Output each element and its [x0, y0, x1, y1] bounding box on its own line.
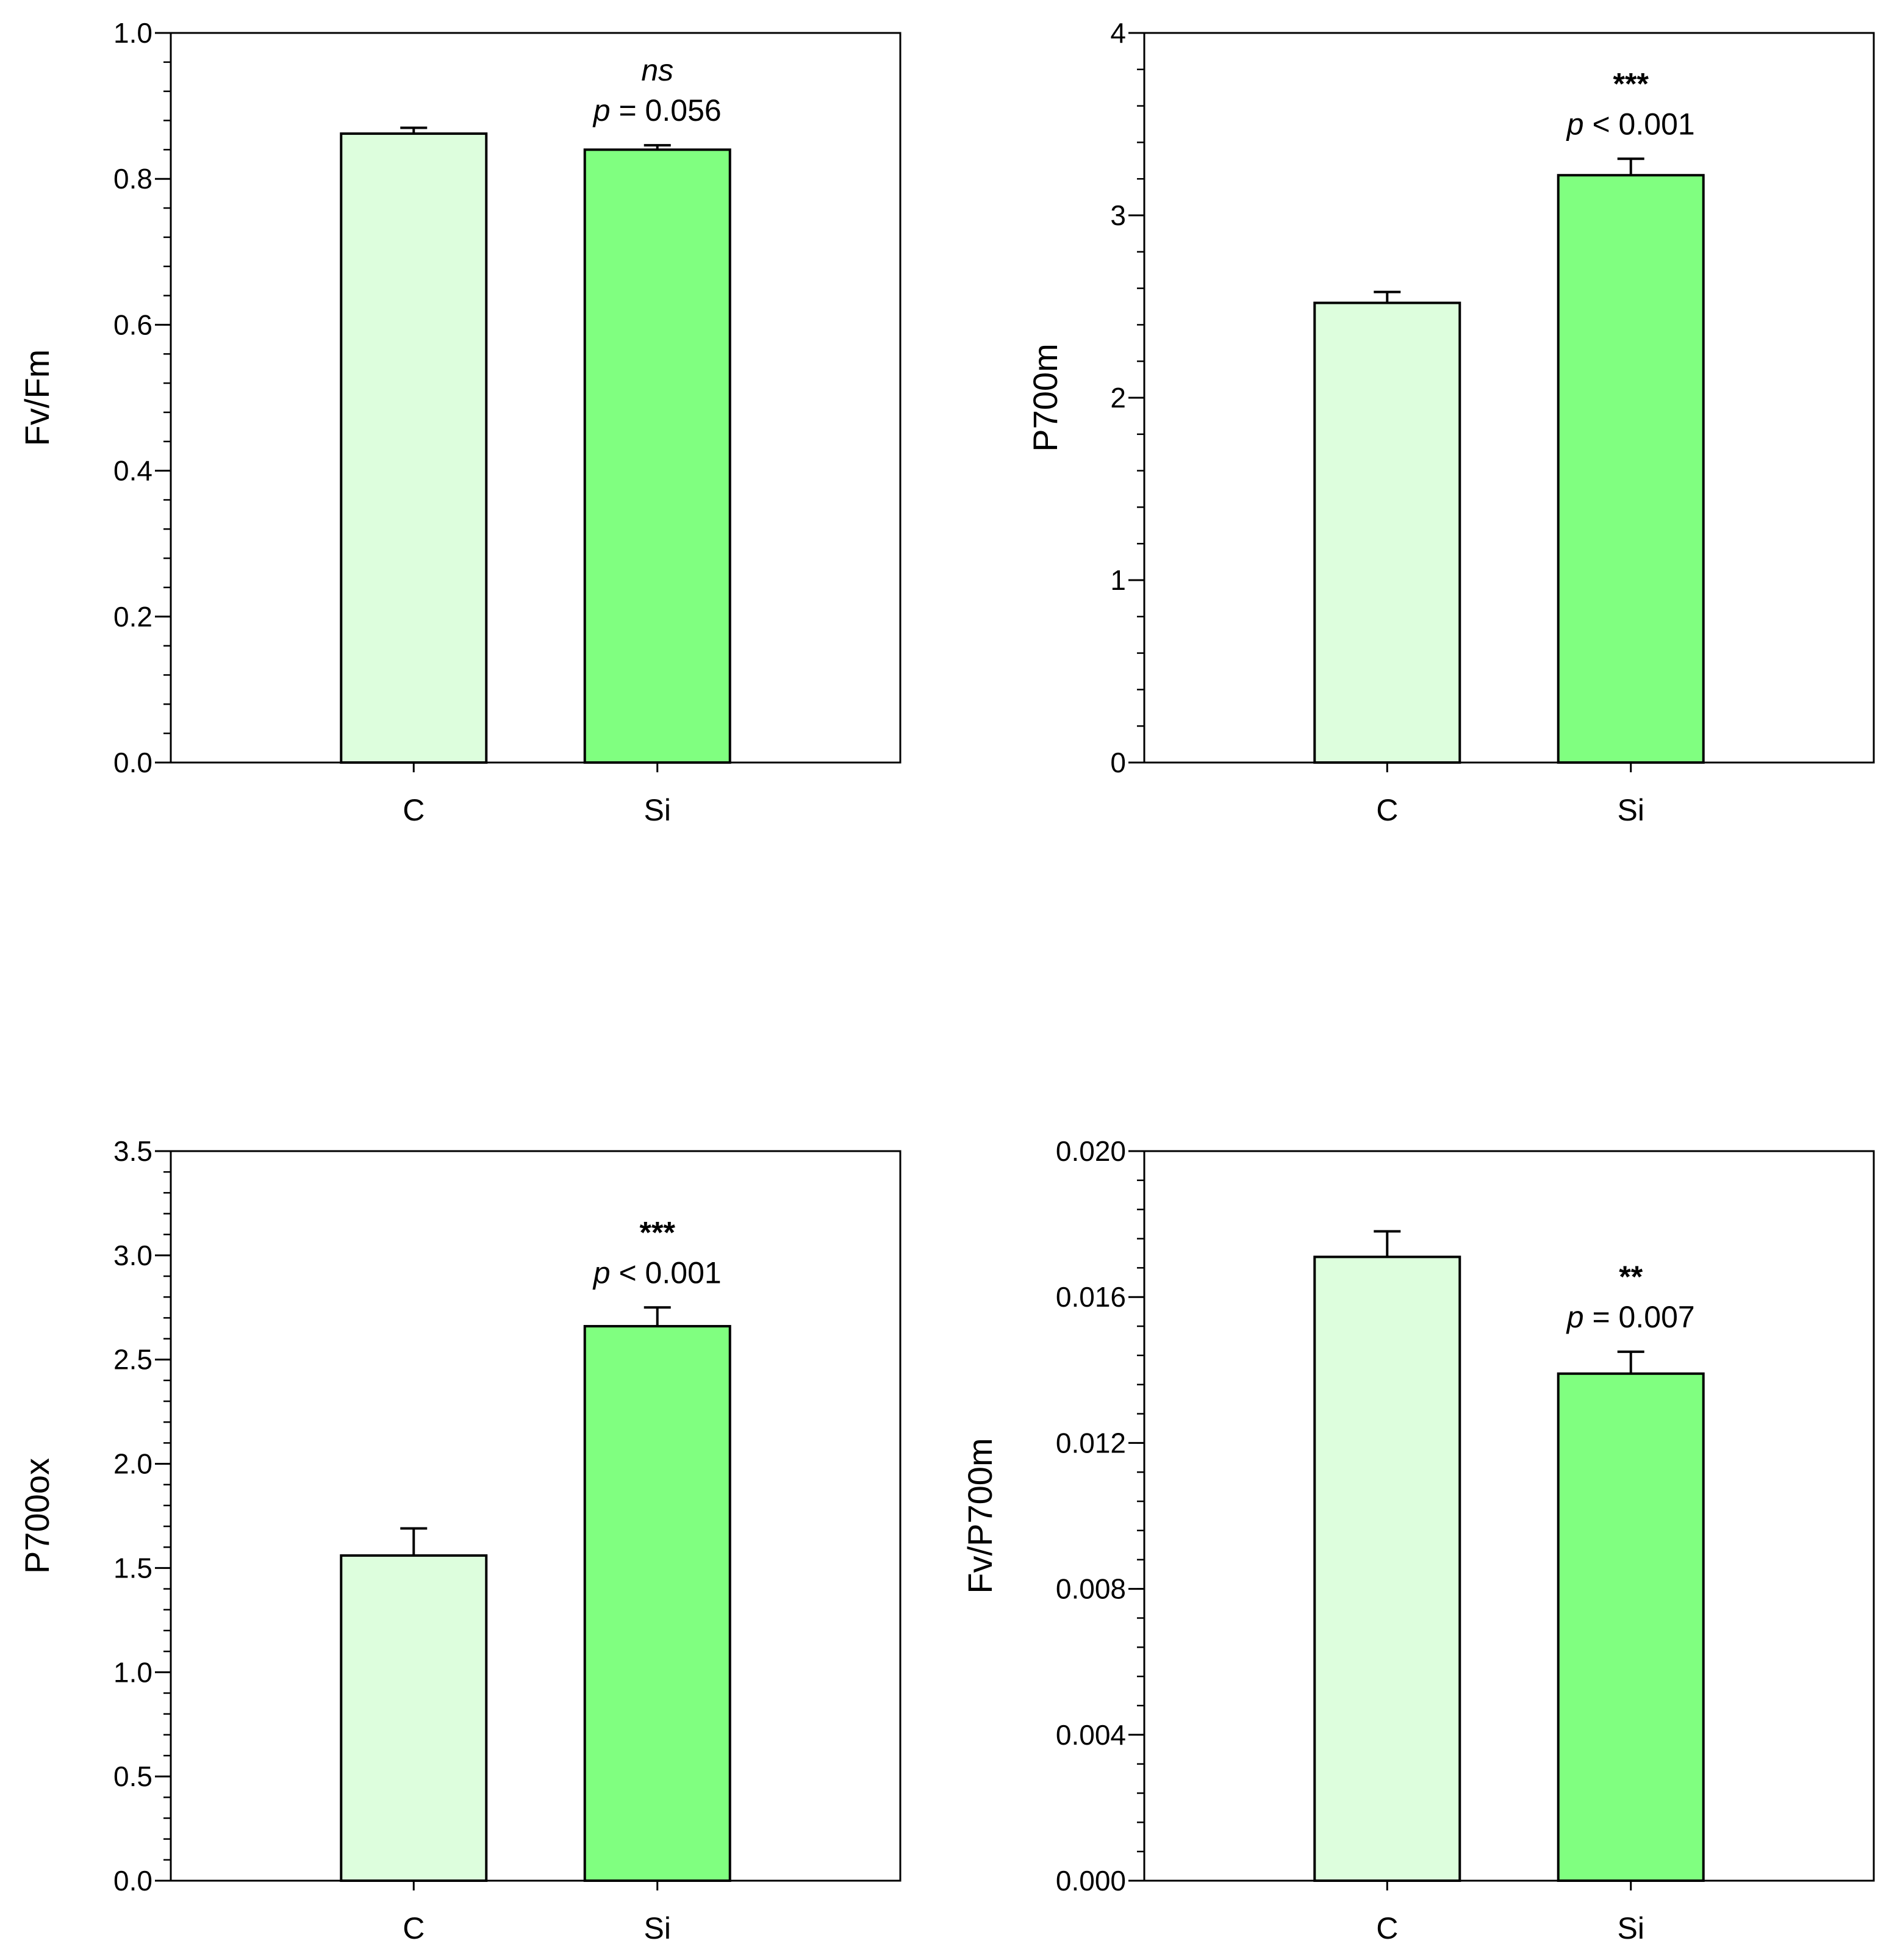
y-tick-label: 1.5: [113, 1552, 152, 1584]
bar-si: [583, 1325, 731, 1883]
y-tick-label: 3.0: [113, 1240, 152, 1271]
y-tick-label: 3: [1110, 199, 1126, 231]
significance-label: ***: [640, 1215, 676, 1249]
bar-si: [1557, 1372, 1705, 1882]
p-value-text: < 0.001: [1584, 107, 1695, 141]
y-tick-label: 2.0: [113, 1448, 152, 1480]
y-tick-label: 2: [1110, 382, 1126, 414]
p-value-label: p < 0.001: [1566, 107, 1695, 141]
y-tick-label: 0.004: [1056, 1719, 1126, 1751]
category-label-c: C: [1376, 1911, 1398, 1945]
y-tick-label: 0.8: [113, 163, 152, 195]
p-value-label: p < 0.001: [592, 1255, 722, 1290]
y-tick-label: 1.0: [113, 1656, 152, 1688]
y-tick-label: 0.016: [1056, 1281, 1126, 1313]
y-tick-label: 4: [1110, 17, 1126, 49]
y-tick-label: 2.5: [113, 1344, 152, 1376]
p-value-text: = 0.007: [1584, 1300, 1695, 1334]
p-value-label: p = 0.007: [1566, 1300, 1695, 1334]
y-tick-label: 3.5: [113, 1135, 152, 1167]
y-axis-title: P700m: [1026, 343, 1064, 451]
y-tick-label: 0.0: [113, 747, 152, 778]
bar-si: [583, 148, 731, 764]
y-tick-label: 0.2: [113, 601, 152, 633]
p-value-label: p = 0.056: [592, 93, 722, 127]
p-symbol: p: [1566, 1300, 1584, 1334]
bar-c: [1313, 301, 1461, 764]
significance-label: ns: [641, 53, 673, 87]
y-axis-title: Fv/Fm: [18, 350, 56, 447]
category-label-c: C: [1376, 793, 1398, 827]
y-tick-label: 0.5: [113, 1761, 152, 1792]
p-symbol: p: [1566, 107, 1584, 141]
p-value-text: < 0.001: [611, 1255, 722, 1290]
bar-si: [1557, 174, 1705, 764]
category-label-c: C: [403, 1911, 425, 1945]
significance-label: **: [1619, 1260, 1643, 1294]
p-value-text: = 0.056: [611, 93, 722, 127]
chart-panel-3: C Si 0.0 0.5 1.0 1.5 2.0 2.5 3.0 3.5 P700ox *** p < …: [18, 1135, 902, 1945]
y-tick-label: 0.4: [113, 455, 152, 487]
y-tick-label: 1.0: [113, 17, 152, 49]
bar-c: [340, 132, 488, 764]
category-label-si: Si: [643, 1911, 670, 1945]
y-tick-label: 1: [1110, 564, 1126, 596]
category-label-c: C: [403, 793, 425, 827]
plot-frame: [1143, 32, 1875, 764]
y-tick-label: 0.0: [113, 1865, 152, 1897]
plot-frame: [170, 32, 902, 764]
bar-c: [1313, 1255, 1461, 1882]
plot-frame: [1143, 1150, 1875, 1882]
y-axis-title: Fv/P700m: [961, 1438, 999, 1593]
category-label-si: Si: [1617, 793, 1644, 827]
chart-panel-2: C Si 0 1 2 3 4 P700m *** p < 0.001: [1026, 17, 1875, 827]
y-tick-label: 0.6: [113, 309, 152, 340]
y-tick-label: 0.012: [1056, 1427, 1126, 1459]
category-label-si: Si: [1617, 1911, 1644, 1945]
p-symbol: p: [592, 1255, 611, 1290]
category-label-si: Si: [643, 793, 670, 827]
y-tick-label: 0.000: [1056, 1865, 1126, 1897]
bar-c: [340, 1554, 488, 1883]
y-tick-label: 0: [1110, 747, 1126, 778]
y-tick-label: 0.008: [1056, 1573, 1126, 1605]
y-axis-title: P700ox: [18, 1458, 56, 1574]
chart-panel-4: C Si 0.000 0.004 0.008 0.012 0.016 0.020 Fv/P700…: [961, 1135, 1875, 1945]
significance-label: ***: [1613, 66, 1649, 101]
plot-frame: [170, 1150, 902, 1882]
p-symbol: p: [592, 93, 611, 127]
y-tick-label: 0.020: [1056, 1135, 1126, 1167]
